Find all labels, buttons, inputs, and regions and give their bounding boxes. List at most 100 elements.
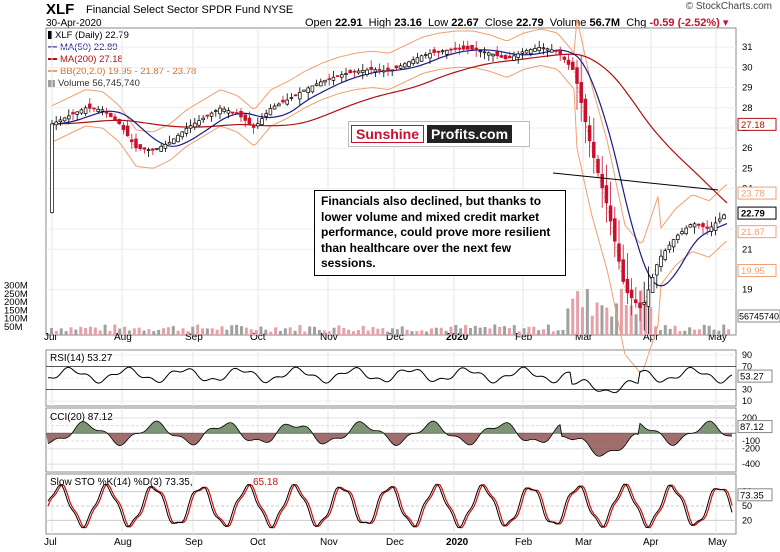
volume-bar: [162, 328, 166, 335]
volume-bar: [108, 330, 112, 335]
volume-bar: [473, 325, 477, 335]
candle-body: [537, 47, 541, 52]
volume-bar: [507, 327, 511, 335]
volume-bar: [113, 324, 117, 335]
volume-bar: [74, 329, 78, 335]
candle-body: [88, 103, 92, 109]
x-tick-label: Sep: [185, 537, 203, 548]
candle-body: [453, 47, 457, 50]
sunshine-profits-logo: Sunshine Profits.com: [348, 121, 530, 147]
volume-bar: [259, 326, 263, 335]
candle-body: [340, 74, 344, 78]
fund-name: Financial Select Sector SPDR Fund NYSE: [86, 4, 293, 16]
candle-body: [310, 85, 315, 93]
candle-body: [113, 116, 117, 121]
candle-body: [167, 141, 172, 145]
candle-body: [390, 69, 394, 72]
volume-bar: [449, 326, 453, 335]
volume-bar: [54, 330, 58, 335]
volume-bar: [576, 291, 580, 335]
candle-body: [75, 111, 79, 115]
price-right-label: 27.18: [741, 120, 765, 131]
volume-bar: [644, 300, 648, 335]
legend-bb-text: BB(20,2.0) 19.95 - 21.87 - 23.78: [60, 66, 197, 77]
volume-bar: [166, 327, 170, 335]
candle-body: [495, 51, 499, 57]
volume-bar: [722, 324, 726, 335]
candle-body: [558, 49, 562, 55]
rsi-last-box: [737, 369, 773, 383]
volume-bar: [356, 329, 360, 335]
cci-last-box: [737, 420, 773, 434]
candle-body: [470, 44, 474, 50]
candle-body: [50, 123, 54, 213]
candle-body: [587, 125, 592, 142]
candle-body: [264, 113, 268, 117]
candle-body: [285, 99, 289, 105]
volume-bar: [395, 329, 399, 335]
x-tick-label: Jul: [44, 332, 57, 343]
down-triangle-icon: ▾: [722, 17, 729, 29]
volume-bar: [693, 329, 697, 335]
candle-body: [361, 70, 365, 73]
volume-bar: [352, 331, 356, 335]
candle-body: [596, 158, 600, 174]
high-label: High: [368, 17, 392, 29]
candle-body: [239, 110, 243, 118]
rsi-line: [47, 366, 733, 394]
candle-body: [151, 148, 155, 151]
candle-body: [251, 125, 256, 128]
volume-bar: [244, 327, 248, 335]
candle-body: [188, 125, 193, 129]
candle-body: [415, 57, 420, 64]
candle-body: [646, 289, 651, 307]
fund-name-text: Financial Select Sector SPDR Fund: [86, 4, 261, 16]
volume-bar: [142, 330, 146, 335]
candle-body: [201, 117, 205, 121]
volume-bar: [98, 330, 102, 335]
sto-d-label: 65.18: [253, 477, 278, 488]
volume-bar: [668, 328, 672, 335]
volume-bar: [464, 325, 468, 335]
price-right-label-box: [737, 186, 777, 200]
candle-body: [516, 53, 520, 58]
volume-bar: [610, 316, 614, 335]
x-tick-label: 2020: [446, 537, 469, 548]
candle-body: [457, 47, 462, 50]
rsi-y-tick: 90: [742, 350, 752, 360]
volume-bar: [405, 329, 409, 335]
volume-bar: [410, 331, 414, 335]
candle-body: [235, 112, 239, 114]
volume-bar: [157, 329, 161, 335]
candle-body: [344, 73, 348, 75]
volume-bar: [571, 298, 575, 335]
low-value: 22.67: [451, 17, 479, 29]
candle-body: [100, 109, 105, 112]
volume-bar: [561, 329, 565, 335]
candle-body: [62, 117, 67, 122]
candle-body: [671, 239, 676, 248]
volume-y-tick: 300M: [4, 281, 28, 292]
candle-body: [718, 218, 722, 222]
candle-body: [487, 52, 491, 56]
volume-bar: [493, 324, 497, 335]
volume-bar: [196, 324, 200, 335]
x-tick-label: Oct: [250, 537, 266, 548]
volume-bar: [697, 329, 701, 335]
volume-bar: [727, 329, 731, 335]
candle-body: [583, 98, 588, 123]
volume-bar: [371, 327, 375, 335]
candle-body: [256, 123, 260, 127]
volume-bar: [127, 330, 131, 335]
cci-y-tick: 200: [742, 413, 757, 423]
volume-y-tick: 250M: [4, 289, 28, 300]
cci-y-tick: -100: [742, 436, 760, 446]
volume-bar: [434, 327, 438, 335]
volume-bar: [215, 329, 219, 335]
candle-body: [109, 112, 113, 118]
candle-body: [163, 143, 168, 149]
candle-body: [172, 138, 176, 144]
volume-bar: [132, 328, 136, 335]
close-value: 22.79: [516, 17, 544, 29]
